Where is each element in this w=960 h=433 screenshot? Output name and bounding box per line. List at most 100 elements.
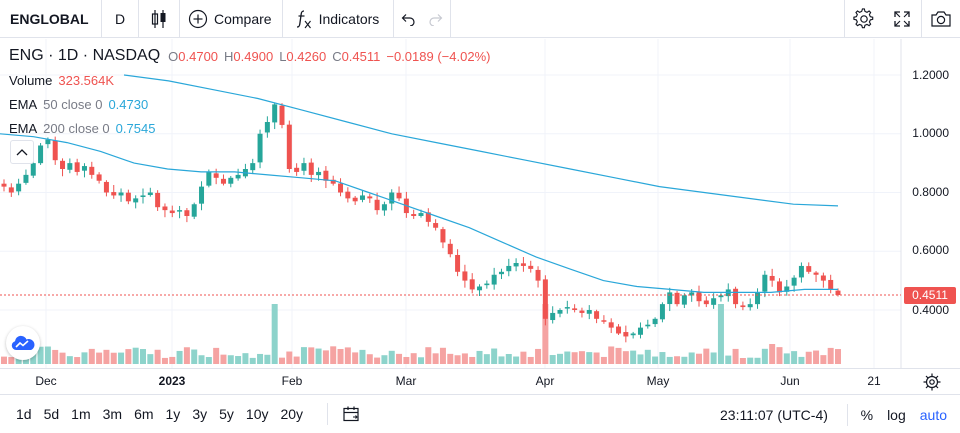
price-chart[interactable] [0,39,960,368]
candle-body [89,166,95,175]
candle-body [418,213,424,216]
candle-body [111,192,117,196]
volume-bar [359,349,366,364]
candle-body [776,281,782,293]
volume-bar [96,352,103,364]
candle-body [506,265,512,272]
chart-type-button[interactable] [139,0,179,38]
volume-bar [44,346,51,364]
candle-body [681,295,687,305]
time-tick: Feb [281,374,303,388]
candle-body [323,170,329,181]
legend-ema50-row[interactable]: EMA 50 close 0 0.4730 [9,92,496,116]
candle-body [1,183,7,187]
volume-bar [198,355,205,364]
time-axis[interactable]: Dec 2023 Feb Mar Apr May Jun 21 [0,368,960,394]
candle-body [206,171,212,186]
candle-body [769,275,775,281]
range-1m-button[interactable]: 1m [71,406,91,422]
interval-button[interactable]: D [114,10,126,27]
candle-body [674,292,680,305]
candle-body [155,192,161,208]
redo-button[interactable] [422,0,450,38]
goto-date-button[interactable] [327,403,360,425]
range-10y-button[interactable]: 10y [245,406,269,422]
compare-button[interactable]: Compare [180,0,282,38]
ohlc-high-value: 0.4900 [233,48,274,64]
ohlc-high-key: H [224,48,234,64]
range-3y-button[interactable]: 3y [192,406,208,422]
range-6m-button[interactable]: 6m [134,406,154,422]
ema50-params: 50 close 0 [43,96,103,112]
symbol-search[interactable]: ENGLOBAL [10,10,89,27]
candle-body [813,272,819,275]
screenshot-button[interactable] [922,0,960,38]
volume-bar [710,352,717,364]
volume-bar [1,356,7,364]
candle-body [711,298,717,305]
volume-bar [118,352,125,364]
volume-bar [761,348,768,364]
candle-body [564,307,570,309]
legend-ema200-row[interactable]: EMA 200 close 0 0.7545 [9,116,496,140]
candle-body [294,167,300,172]
ohlc-low-key: L [279,48,287,64]
ohlc-change: −0.0189 (−4.02%) [386,48,491,64]
volume-bar [300,347,307,364]
candle-body [169,210,175,214]
range-20y-button[interactable]: 20y [280,406,304,422]
indicators-button[interactable]: Indicators [283,0,394,38]
volume-bar [132,347,139,364]
volume-bar [315,348,322,364]
candle-body [484,283,490,286]
range-1d-button[interactable]: 1d [16,406,32,422]
candle-body [784,286,790,292]
log-scale-button[interactable]: log [887,406,906,423]
undo-icon [401,13,415,26]
range-3m-button[interactable]: 3m [102,406,123,422]
candle-body [667,292,673,305]
volume-bar [286,351,293,364]
price-tick: 1.0000 [912,126,949,140]
candle-body [103,181,109,193]
legend-volume-row[interactable]: Volume 323.564K [9,68,496,92]
candle-body [118,192,124,196]
ema200-params: 200 close 0 [43,120,110,136]
volume-bar [696,353,702,364]
candle-body [23,174,29,183]
volume-bar [805,351,812,364]
time-tick: May [646,374,670,388]
candle-body [740,305,746,308]
undo-button[interactable] [394,0,422,38]
legend-collapse-button[interactable] [10,140,34,164]
percent-scale-button[interactable]: % [860,406,874,423]
timezone-clock[interactable]: 23:11:07 (UTC-4) [720,406,828,423]
volume-bar [147,354,154,364]
candle-body [52,140,58,161]
toolbar-divider [844,0,845,38]
candle-body [630,333,636,336]
candle-body [250,163,256,171]
range-5y-button[interactable]: 5y [219,406,234,422]
fullscreen-button[interactable] [883,0,921,38]
range-5d-button[interactable]: 5d [43,406,60,422]
volume-bar [330,346,337,364]
legend-main-row[interactable]: ENG · 1D · NASDAQ O 0.4700 H 0.4900 L 0.… [9,44,496,68]
candle-body [272,104,278,123]
settings-button[interactable] [845,0,883,38]
candle-body [498,271,504,275]
volume-bar [813,350,820,364]
candle-body [594,311,600,319]
top-toolbar: ENGLOBAL D Compare Indicators [0,0,960,38]
candle-body [623,332,629,337]
volume-bar [293,356,300,364]
candle-body [74,162,80,172]
range-1y-button[interactable]: 1y [165,406,181,422]
candle-body [520,263,526,266]
auto-scale-button[interactable]: auto [919,406,947,423]
tradingview-logo[interactable] [6,326,40,360]
candle-body [733,288,739,305]
axis-settings-icon[interactable] [922,372,942,392]
calendar-icon [343,406,359,422]
candles-icon [151,9,166,28]
